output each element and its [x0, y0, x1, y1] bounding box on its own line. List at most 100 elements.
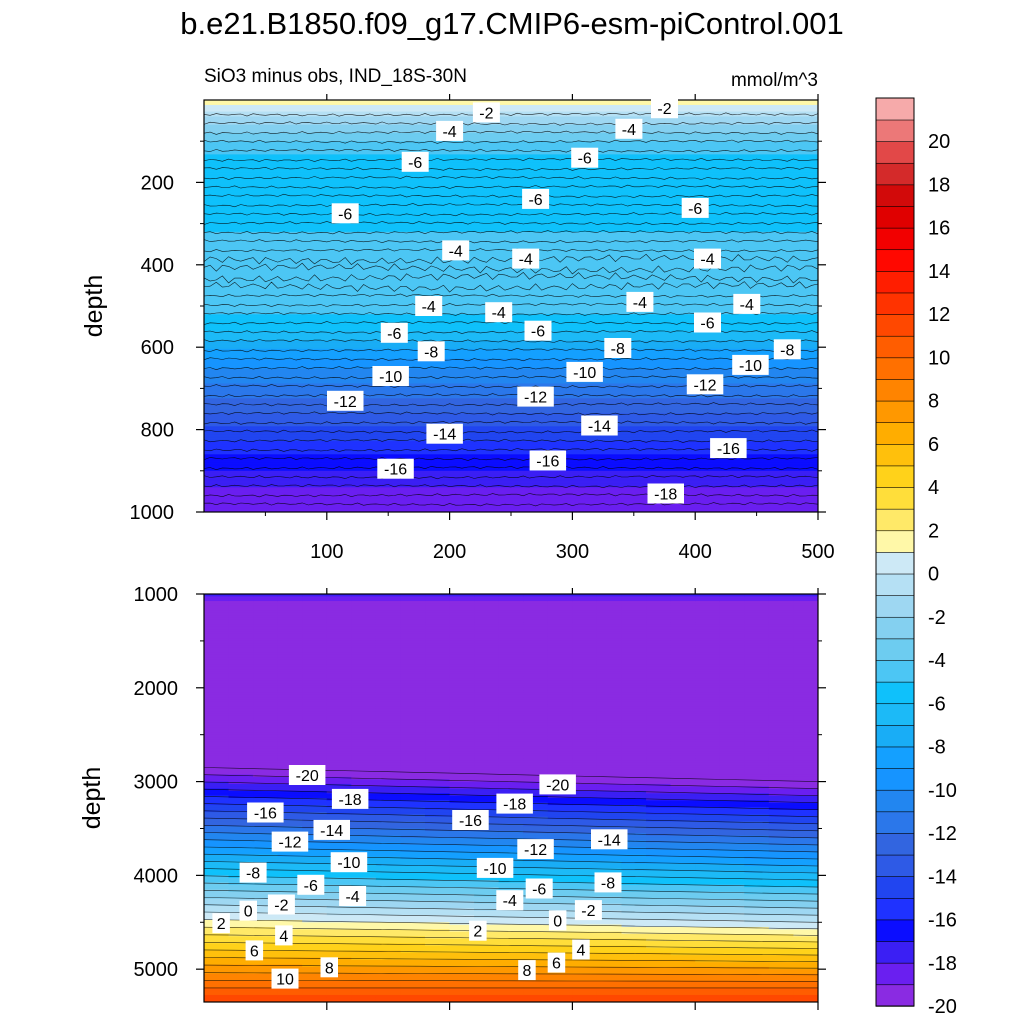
bottom-fill-cell [768, 816, 795, 820]
bottom-fill-cell [670, 875, 696, 879]
bottom-fill-cell [425, 619, 451, 623]
bottom-fill-cell [744, 955, 770, 959]
bottom-fill-cell [744, 833, 770, 837]
bottom-fill-cell [793, 917, 818, 921]
bottom-fill-cell [670, 643, 696, 647]
bottom-fill-cell [793, 870, 818, 874]
bottom-fill-cell [302, 905, 328, 909]
bottom-fill-cell [596, 821, 623, 825]
bottom-fill-cell [204, 640, 230, 644]
bottom-fill-cell [326, 973, 352, 977]
colorbar-swatch [875, 400, 915, 423]
bottom-fill-cell [228, 626, 254, 630]
bottom-fill-cell [646, 638, 672, 642]
bottom-fill-cell [498, 980, 524, 984]
bottom-fill-cell [228, 781, 254, 785]
bottom-fill-cell [277, 744, 303, 748]
bottom-fill-cell [744, 706, 770, 710]
bottom-fill-cell [277, 659, 303, 663]
bottom-fill-cell [523, 638, 549, 642]
bottom-fill-cell [744, 612, 770, 616]
bottom-fill-cell [204, 966, 230, 970]
bottom-fill-cell [768, 652, 795, 656]
colorbar-swatch [875, 508, 915, 532]
bottom-fill-cell [719, 962, 745, 966]
bottom-fill-cell [204, 643, 230, 647]
bottom-fill-cell [474, 730, 500, 733]
bottom-fill-cell [449, 678, 475, 682]
bottom-fill-cell [326, 814, 352, 818]
bottom-fill-cell [646, 987, 672, 991]
bottom-fill-cell [547, 851, 573, 855]
bottom-fill-cell [596, 760, 623, 764]
bottom-fill-cell [572, 739, 598, 743]
bottom-fill-cell [719, 776, 745, 780]
bottom-fill-cell [719, 910, 745, 914]
bottom-fill-cell [621, 753, 647, 757]
bottom-fill-cell [277, 798, 303, 801]
bottom-fill-cell [547, 758, 573, 762]
bottom-fill-cell [793, 772, 818, 776]
bottom-fill-cell [326, 990, 352, 994]
bottom-fill-cell [204, 854, 230, 858]
bottom-fill-cell [670, 948, 696, 952]
bottom-fill-cell [547, 598, 573, 602]
bottom-fill-cell [523, 622, 549, 626]
bottom-fill-cell [449, 751, 475, 755]
bottom-fill-cell [425, 741, 451, 745]
bottom-fill-cell [719, 596, 745, 600]
bottom-fill-cell [425, 659, 451, 663]
bottom-fill-cell [449, 840, 475, 844]
bottom-fill-cell [400, 783, 426, 787]
bottom-fill-cell [547, 908, 573, 912]
bottom-fill-cell [670, 755, 696, 759]
bottom-fill-cell [719, 706, 745, 710]
bottom-fill-cell [621, 814, 647, 818]
bottom-fill-cell [572, 690, 598, 694]
top-contour-label: -4 [436, 120, 464, 141]
bottom-fill-cell [425, 840, 451, 844]
bottom-fill-cell [523, 835, 549, 839]
bottom-fill-cell [375, 647, 402, 651]
bottom-fill-cell [547, 697, 573, 701]
bottom-fill-cell [474, 976, 500, 980]
bottom-fill-cell [646, 659, 672, 663]
bottom-fill-cell [768, 934, 795, 937]
bottom-fill-cell [474, 692, 500, 696]
bottom-fill-cell [474, 779, 500, 783]
bottom-fill-cell [302, 795, 328, 799]
bottom-fill-cell [204, 821, 230, 825]
bottom-fill-cell [498, 973, 524, 977]
top-fill-band [204, 434, 818, 437]
bottom-fill-cell [474, 708, 500, 712]
bottom-fill-cell [621, 868, 647, 872]
bottom-fill-cell [793, 880, 818, 884]
top-contour-label: -6 [522, 188, 550, 209]
bottom-fill-cell [523, 603, 549, 607]
bottom-fill-cell [793, 969, 818, 973]
bottom-fill-cell [719, 969, 745, 973]
top-contour-label-box [647, 483, 684, 504]
bottom-fill-cell [375, 936, 402, 940]
bottom-fill-cell [793, 622, 818, 626]
bottom-fill-cell [425, 608, 451, 612]
top-contour-label-text: -8 [780, 342, 794, 359]
bottom-fill-cell [768, 720, 795, 724]
bottom-fill-cell [572, 866, 598, 869]
bottom-fill-cell [572, 598, 598, 602]
bottom-fill-cell [204, 605, 230, 609]
bottom-fill-cell [449, 647, 475, 651]
top-fill-band [204, 184, 818, 187]
bottom-fill-cell [498, 924, 524, 928]
bottom-fill-cell [277, 657, 303, 661]
bottom-fill-cell [302, 987, 328, 991]
bottom-fill-cell [326, 840, 352, 844]
bottom-fill-cell [474, 983, 500, 987]
bottom-fill-cell [204, 669, 230, 672]
bottom-fill-cell [474, 755, 500, 759]
bottom-fill-cell [646, 802, 672, 806]
bottom-fill-cell [302, 758, 328, 762]
bottom-fill-cell [768, 929, 795, 933]
bottom-fill-cell [572, 654, 598, 658]
bottom-fill-cell [375, 917, 402, 921]
